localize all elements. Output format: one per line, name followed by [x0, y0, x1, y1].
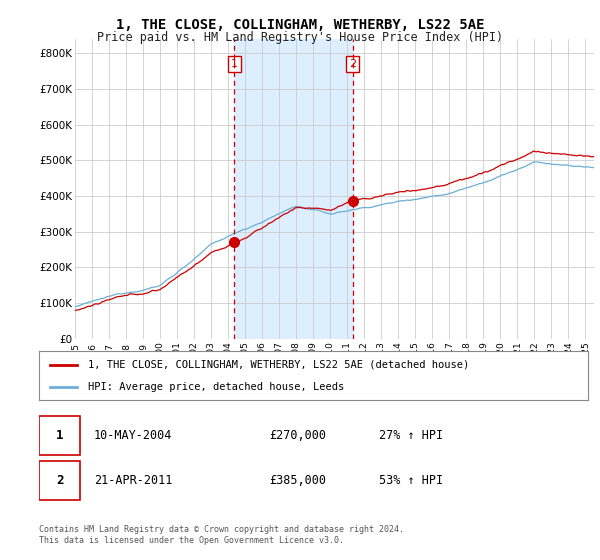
Bar: [234, 39, 353, 339]
Text: 1: 1: [56, 429, 64, 442]
Text: 2: 2: [349, 59, 356, 69]
Text: Contains HM Land Registry data © Crown copyright and database right 2024.
This d: Contains HM Land Registry data © Crown c…: [39, 525, 404, 545]
Text: 10-MAY-2004: 10-MAY-2004: [94, 429, 172, 442]
Text: HPI: Average price, detached house, Leeds: HPI: Average price, detached house, Leed…: [88, 381, 344, 391]
FancyBboxPatch shape: [39, 416, 80, 455]
Text: 1, THE CLOSE, COLLINGHAM, WETHERBY, LS22 5AE: 1, THE CLOSE, COLLINGHAM, WETHERBY, LS22…: [116, 18, 484, 32]
Text: 1: 1: [231, 59, 238, 69]
Text: 21-APR-2011: 21-APR-2011: [94, 474, 172, 487]
Text: 1, THE CLOSE, COLLINGHAM, WETHERBY, LS22 5AE (detached house): 1, THE CLOSE, COLLINGHAM, WETHERBY, LS22…: [88, 360, 470, 370]
Text: £385,000: £385,000: [269, 474, 326, 487]
Text: Price paid vs. HM Land Registry's House Price Index (HPI): Price paid vs. HM Land Registry's House …: [97, 31, 503, 44]
Text: 27% ↑ HPI: 27% ↑ HPI: [379, 429, 443, 442]
Text: 2: 2: [56, 474, 64, 487]
Text: 53% ↑ HPI: 53% ↑ HPI: [379, 474, 443, 487]
FancyBboxPatch shape: [39, 461, 80, 500]
Text: £270,000: £270,000: [269, 429, 326, 442]
